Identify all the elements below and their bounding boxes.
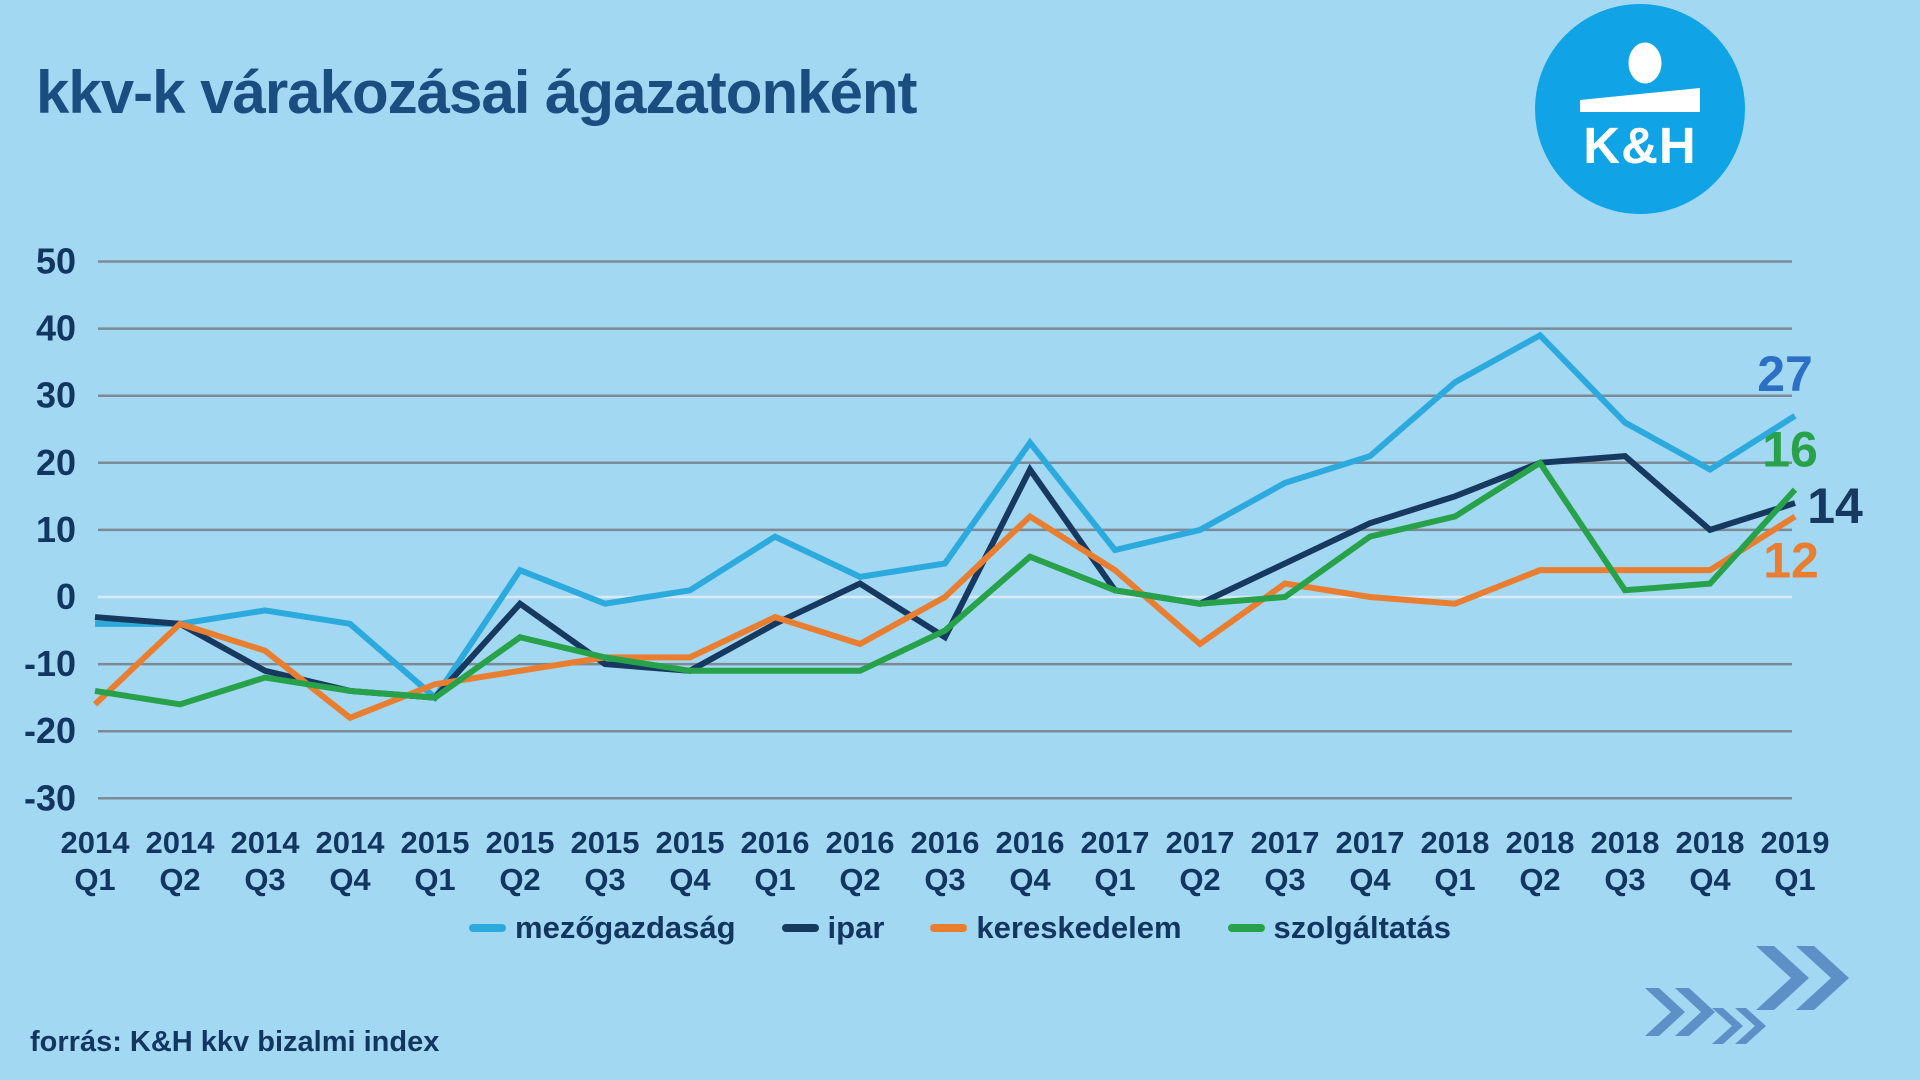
y-tick-label-50: 50: [36, 241, 76, 282]
x-tick-quarter-14: Q3: [1264, 862, 1305, 897]
x-tick-quarter-5: Q2: [499, 862, 540, 897]
y-tick-label-20: 20: [36, 442, 76, 483]
legend: mezőgazdaság ipar kereskedelem szolgáltatás: [0, 903, 1920, 953]
x-tick-quarter-10: Q3: [924, 862, 965, 897]
x-tick-year-13: 2017: [1166, 825, 1235, 860]
series-line-ipar: [94, 453, 1796, 701]
x-tick-quarter-7: Q4: [669, 862, 711, 897]
x-tick-quarter-16: Q1: [1434, 862, 1475, 897]
x-tick-year-17: 2018: [1506, 825, 1575, 860]
x-tick-year-1: 2014: [146, 825, 216, 860]
legend-label-ipar: ipar: [827, 910, 885, 945]
x-tick-quarter-3: Q4: [329, 862, 371, 897]
x-tick-year-8: 2016: [741, 825, 810, 860]
x-tick-year-10: 2016: [911, 825, 980, 860]
x-tick-year-20: 2019: [1761, 825, 1830, 860]
source-note: forrás: K&H kkv bizalmi index: [30, 1026, 440, 1058]
x-tick-quarter-1: Q2: [159, 862, 200, 897]
x-tick-quarter-8: Q1: [754, 862, 795, 897]
x-tick-quarter-15: Q4: [1349, 862, 1391, 897]
x-tick-quarter-11: Q4: [1009, 862, 1051, 897]
x-tick-quarter-20: Q1: [1774, 862, 1815, 897]
x-tick-quarter-12: Q1: [1094, 862, 1135, 897]
x-tick-year-5: 2015: [486, 825, 555, 860]
x-tick-year-15: 2017: [1336, 825, 1405, 860]
x-tick-year-14: 2017: [1251, 825, 1320, 860]
x-tick-quarter-13: Q2: [1179, 862, 1220, 897]
x-tick-year-11: 2016: [996, 825, 1065, 860]
x-tick-quarter-6: Q3: [584, 862, 625, 897]
legend-label-kereskedelem: kereskedelem: [976, 910, 1182, 945]
x-tick-year-18: 2018: [1591, 825, 1660, 860]
y-tick-label--20: -20: [24, 710, 76, 751]
series-end-label-kereskedelem: 12: [1763, 532, 1819, 588]
legend-label-mezőgazdaság: mezőgazdaság: [515, 910, 736, 945]
series-line-kereskedelem: [92, 512, 1797, 722]
y-tick-label-0: 0: [56, 576, 76, 617]
x-tick-quarter-9: Q2: [839, 862, 880, 897]
legend-item-mezőgazdaság: mezőgazdaság: [469, 910, 736, 946]
x-tick-year-7: 2015: [656, 825, 725, 860]
person-icon: [1580, 37, 1700, 112]
series-end-label-szolgáltatás: 16: [1762, 422, 1818, 478]
legend-swatch-kereskedelem: [930, 924, 968, 932]
x-tick-quarter-4: Q1: [414, 862, 455, 897]
series-line-mezőgazdaság: [95, 331, 1797, 703]
series-end-label-mezőgazdaság: 27: [1757, 346, 1813, 402]
series-end-label-ipar: 14: [1807, 478, 1863, 534]
legend-swatch-mezőgazdaság: [469, 924, 507, 932]
x-tick-year-9: 2016: [826, 825, 895, 860]
x-tick-quarter-0: Q1: [74, 862, 115, 897]
x-tick-year-16: 2018: [1421, 825, 1490, 860]
series-line-szolgáltatás: [94, 458, 1798, 708]
x-tick-quarter-2: Q3: [244, 862, 285, 897]
x-tick-year-3: 2014: [316, 825, 386, 860]
page-title: kkv-k várakozásai ágazatonként: [36, 59, 917, 126]
y-tick-label-30: 30: [36, 375, 76, 416]
y-tick-label--30: -30: [24, 777, 76, 818]
kh-logo-text: K&H: [1583, 117, 1697, 174]
x-tick-quarter-19: Q4: [1689, 862, 1731, 897]
y-tick-label--10: -10: [24, 643, 76, 684]
x-tick-year-2: 2014: [231, 825, 301, 860]
legend-swatch-szolgáltatás: [1227, 924, 1265, 932]
x-tick-year-4: 2015: [401, 825, 470, 860]
legend-swatch-ipar: [781, 924, 819, 932]
x-tick-quarter-17: Q2: [1519, 862, 1560, 897]
kh-logo: K&H: [1535, 4, 1745, 214]
legend-item-kereskedelem: kereskedelem: [930, 910, 1182, 946]
x-tick-quarter-18: Q3: [1604, 862, 1645, 897]
y-tick-label-10: 10: [36, 509, 76, 550]
x-tick-year-19: 2018: [1676, 825, 1745, 860]
legend-label-szolgáltatás: szolgáltatás: [1273, 910, 1451, 945]
x-tick-year-0: 2014: [61, 825, 131, 860]
legend-item-ipar: ipar: [781, 910, 885, 946]
x-tick-year-6: 2015: [571, 825, 640, 860]
y-tick-label-40: 40: [36, 308, 76, 349]
legend-item-szolgáltatás: szolgáltatás: [1227, 910, 1451, 946]
x-tick-year-12: 2017: [1081, 825, 1150, 860]
